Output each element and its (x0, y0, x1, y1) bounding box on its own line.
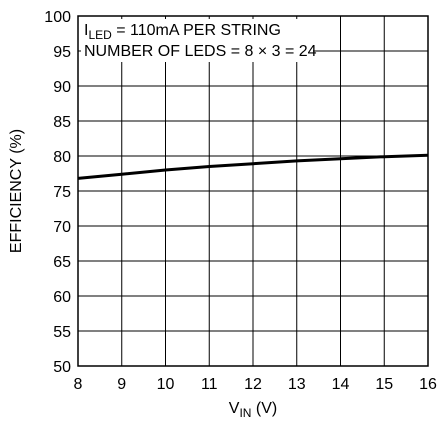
y-axis-label: EFFICIENCY (%) (8, 129, 25, 253)
y-tick-label: 50 (53, 359, 71, 376)
y-tick-label: 70 (53, 219, 71, 236)
x-tick-label: 16 (419, 376, 437, 393)
y-tick-label: 90 (53, 79, 71, 96)
y-tick-label: 80 (53, 149, 71, 166)
y-tick-labels: 50 55 60 65 70 75 80 85 90 95 100 (44, 9, 71, 376)
annotation-led-subscript: LED (88, 28, 112, 42)
annotation-line-2: NUMBER OF LEDS = 8 × 3 = 24 (84, 43, 317, 60)
y-tick-label: 100 (44, 9, 71, 26)
annotation-line-1-text: = 110mA PER STRING (112, 22, 281, 39)
x-tick-label: 12 (244, 376, 262, 393)
y-tick-label: 75 (53, 184, 71, 201)
x-axis-label-v: V (229, 400, 240, 417)
x-tick-label: 13 (288, 376, 306, 393)
y-tick-label: 65 (53, 254, 71, 271)
x-tick-label: 14 (332, 376, 350, 393)
x-tick-label: 15 (375, 376, 393, 393)
annotation-background (81, 19, 313, 62)
y-tick-label: 55 (53, 324, 71, 341)
series-line-0 (77, 153, 429, 180)
x-axis-label: VIN (V) (229, 400, 277, 420)
x-axis-label-subscript: IN (239, 406, 251, 420)
plot-frame (77, 15, 429, 367)
y-tick-label: 60 (53, 289, 71, 306)
x-tick-labels: 8 9 10 11 12 13 14 15 16 (74, 376, 437, 393)
grid-lines (77, 15, 429, 367)
x-axis-label-unit: (V) (251, 400, 277, 417)
y-tick-label: 95 (53, 44, 71, 61)
y-tick-label: 85 (53, 114, 71, 131)
x-tick-label: 9 (117, 376, 126, 393)
series-group (77, 153, 429, 180)
x-tick-label: 8 (74, 376, 83, 393)
x-tick-label: 10 (157, 376, 175, 393)
x-tick-label: 11 (201, 376, 218, 393)
annotation-i-symbol: I (84, 22, 88, 39)
annotation-line-1: ILED = 110mA PER STRING (84, 22, 281, 42)
